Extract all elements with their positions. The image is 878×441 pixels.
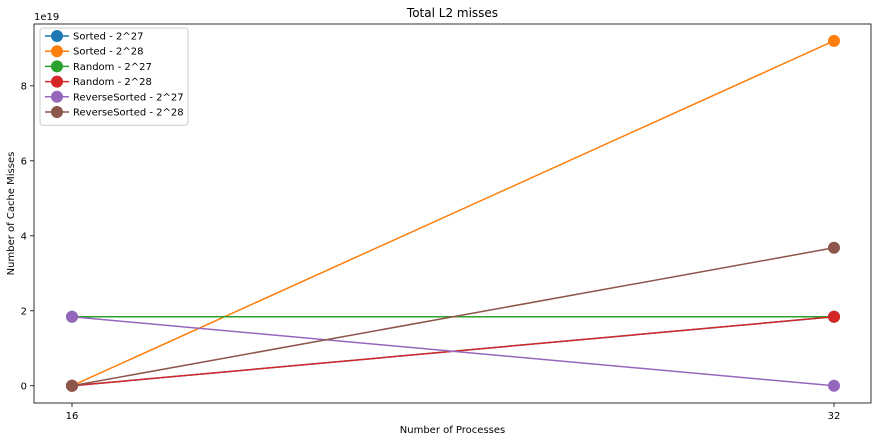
chart-title: Total L2 misses bbox=[406, 6, 498, 20]
legend-label: Sorted - 2^27 bbox=[73, 32, 143, 43]
legend: Sorted - 2^27 Sorted - 2^28 Random - 2^27 R… bbox=[39, 27, 189, 126]
y-offset-label: 1e19 bbox=[34, 12, 59, 23]
series-4 bbox=[66, 310, 840, 392]
data-point bbox=[828, 241, 840, 254]
legend-label: ReverseSorted - 2^27 bbox=[73, 92, 184, 103]
data-point bbox=[828, 34, 840, 47]
legend-marker bbox=[51, 30, 63, 42]
y-ticks: 0 2 4 6 8 bbox=[21, 81, 34, 392]
legend-entry: ReverseSorted - 2^28 bbox=[45, 106, 184, 119]
x-tick-label: 32 bbox=[828, 411, 841, 422]
legend-marker bbox=[51, 106, 63, 118]
y-tick-label: 8 bbox=[21, 81, 27, 92]
legend-marker bbox=[51, 60, 63, 73]
legend-entry: Sorted - 2^27 bbox=[45, 30, 143, 43]
x-axis-label: Number of Processes bbox=[400, 425, 505, 436]
x-ticks: 16 32 bbox=[66, 403, 841, 422]
legend-label: ReverseSorted - 2^28 bbox=[73, 108, 184, 119]
legend-entry: ReverseSorted - 2^27 bbox=[45, 90, 184, 103]
legend-marker bbox=[51, 90, 63, 103]
data-point bbox=[828, 379, 840, 392]
series-layer bbox=[66, 34, 840, 392]
legend-entry: Random - 2^27 bbox=[45, 60, 152, 73]
series-5 bbox=[66, 241, 840, 392]
y-tick-label: 4 bbox=[21, 231, 27, 242]
legend-marker bbox=[51, 75, 63, 88]
y-axis-label: Number of Cache Misses bbox=[6, 152, 17, 276]
legend-label: Random - 2^27 bbox=[73, 62, 152, 73]
x-tick-label: 16 bbox=[66, 411, 79, 422]
series-line bbox=[71, 316, 835, 387]
legend-label: Sorted - 2^28 bbox=[73, 47, 143, 58]
y-tick-label: 6 bbox=[21, 156, 27, 167]
series-line bbox=[71, 247, 835, 387]
y-tick-label: 0 bbox=[21, 381, 27, 392]
data-point bbox=[828, 310, 840, 323]
legend-entry: Sorted - 2^28 bbox=[45, 45, 143, 58]
data-point bbox=[66, 379, 78, 392]
legend-label: Random - 2^28 bbox=[73, 77, 152, 88]
data-point bbox=[66, 310, 78, 323]
legend-entry: Random - 2^28 bbox=[45, 75, 152, 88]
y-tick-label: 2 bbox=[21, 306, 27, 317]
legend-box bbox=[39, 27, 189, 126]
legend-marker bbox=[51, 45, 63, 58]
